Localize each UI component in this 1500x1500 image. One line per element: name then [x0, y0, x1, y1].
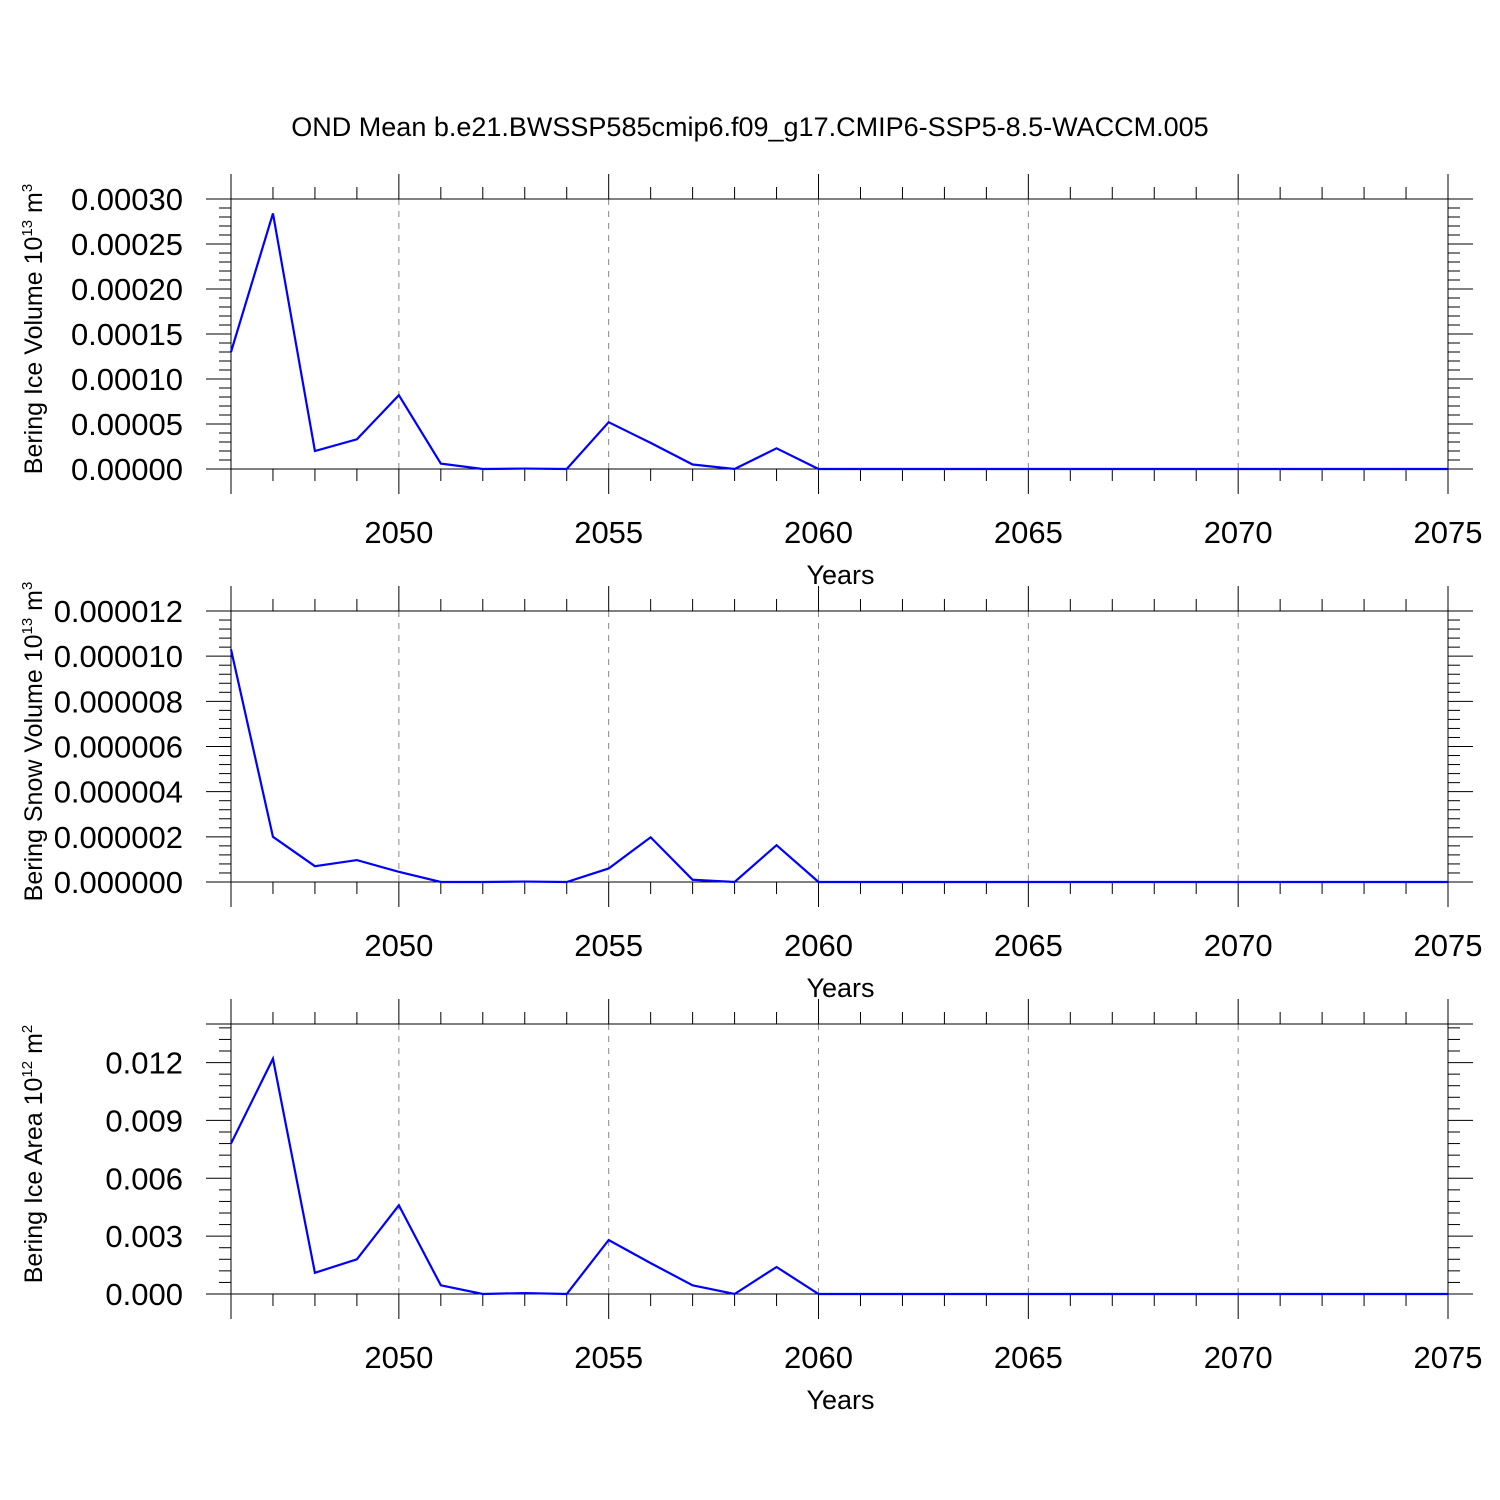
x-tick-label: 2060 — [784, 928, 853, 963]
y-tick-label: 0.000010 — [54, 639, 183, 674]
x-tick-label: 2055 — [574, 1340, 643, 1375]
x-axis-label: Years — [806, 560, 874, 590]
x-tick-label: 2050 — [364, 515, 433, 550]
panels: 0.00000 0.00005 0.00010 0.00015 0.00020 0.000… — [19, 174, 1482, 1415]
y-tick-label: 0.00015 — [71, 317, 183, 352]
y-tick-label: 0.000004 — [54, 775, 183, 810]
chart-panel-3: 0.000 0.003 0.006 0.009 0.012 2050 2055 2060 206… — [19, 999, 1482, 1415]
chart-panel-2: 0.000000 0.000002 0.000004 0.000006 0.000008… — [19, 582, 1482, 1003]
x-tick-label: 2050 — [364, 1340, 433, 1375]
y-tick-label: 0.00025 — [71, 227, 183, 262]
x-tick-label: 2075 — [1414, 515, 1483, 550]
chart-panel-1: 0.00000 0.00005 0.00010 0.00015 0.00020 0.000… — [19, 174, 1482, 590]
x-tick-label: 2065 — [994, 928, 1063, 963]
y-tick-label: 0.00020 — [71, 272, 183, 307]
y-tick-label: 0.003 — [105, 1219, 183, 1254]
y-tick-label: 0.00005 — [71, 407, 183, 442]
x-tick-label: 2065 — [994, 515, 1063, 550]
y-tick-label: 0.00010 — [71, 362, 183, 397]
x-tick-label: 2055 — [574, 515, 643, 550]
y-tick-label: 0.00000 — [71, 452, 183, 487]
y-tick-label: 0.00030 — [71, 182, 183, 217]
series-line — [230, 1055, 1448, 1296]
series-line — [229, 649, 1448, 884]
x-axis-label: Years — [806, 1385, 874, 1415]
y-tick-label: 0.000 — [105, 1277, 183, 1312]
y-tick-label: 0.000002 — [54, 820, 183, 855]
x-tick-label: 2075 — [1414, 1340, 1483, 1375]
y-tick-label: 0.000006 — [54, 730, 183, 765]
x-tick-label: 2065 — [994, 1340, 1063, 1375]
x-tick-label: 2070 — [1204, 1340, 1273, 1375]
x-tick-label: 2070 — [1204, 515, 1273, 550]
y-tick-label: 0.009 — [105, 1103, 183, 1138]
y-axis-label: Bering Snow Volume 1013 m3 — [19, 582, 48, 902]
y-tick-label: 0.006 — [105, 1161, 183, 1196]
y-tick-label: 0.000000 — [54, 865, 183, 900]
x-axis-label: Years — [806, 973, 874, 1003]
figure-title: OND Mean b.e21.BWSSP585cmip6.f09_g17.CMI… — [291, 112, 1208, 142]
y-axis-label: Bering Ice Area 1012 m2 — [19, 1025, 48, 1284]
y-tick-label: 0.012 — [105, 1046, 183, 1081]
series-line — [229, 213, 1448, 471]
y-axis-label: Bering Ice Volume 1013 m3 — [19, 184, 48, 474]
y-tick-label: 0.000012 — [54, 594, 183, 629]
x-tick-label: 2075 — [1414, 928, 1483, 963]
x-tick-label: 2070 — [1204, 928, 1273, 963]
x-tick-label: 2055 — [574, 928, 643, 963]
x-tick-label: 2060 — [784, 1340, 853, 1375]
y-tick-label: 0.000008 — [54, 684, 183, 719]
x-tick-label: 2060 — [784, 515, 853, 550]
x-tick-label: 2050 — [364, 928, 433, 963]
